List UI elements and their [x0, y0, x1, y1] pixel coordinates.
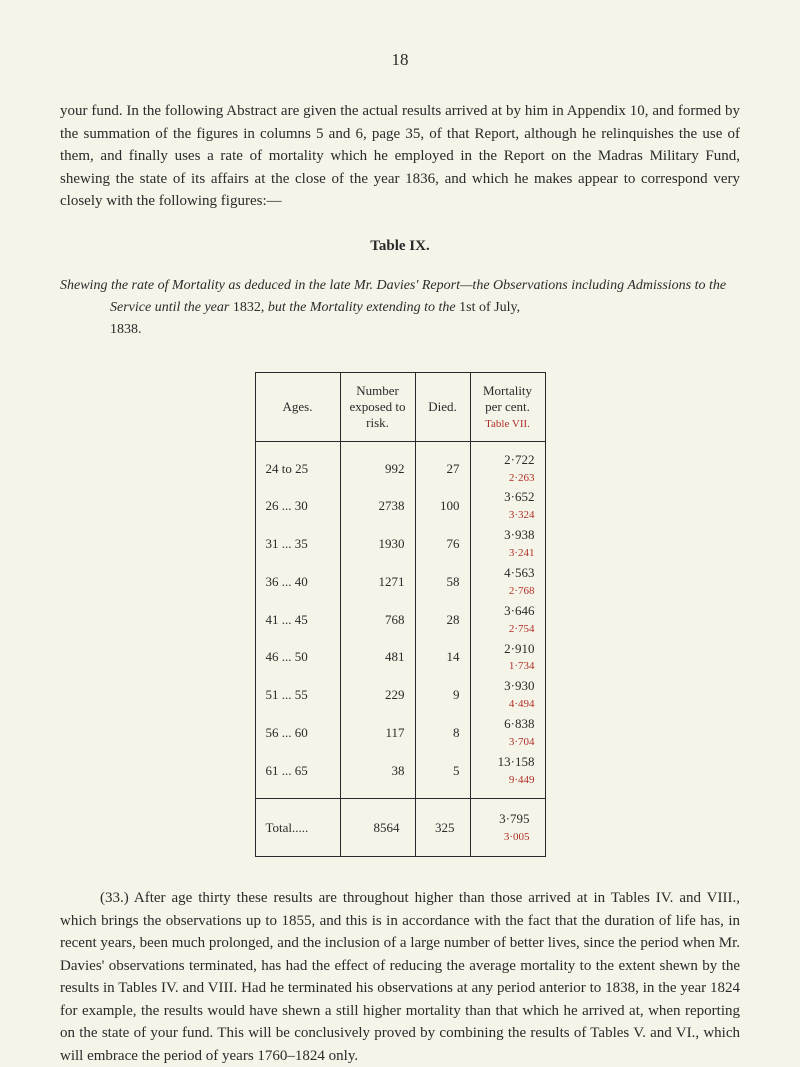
mortality-table: Ages. Number exposed to risk. Died. Mort…	[255, 372, 546, 858]
cell-died: 27	[415, 441, 470, 487]
cell-died: 100	[415, 487, 470, 525]
mortality-main: 6·838	[504, 716, 534, 731]
cell-number: 1271	[340, 563, 415, 601]
mortality-sub: 3·005	[504, 831, 530, 843]
cell-died: 9	[415, 676, 470, 714]
caption-part-4: 1st of July,	[459, 300, 520, 315]
cell-number: 1930	[340, 525, 415, 563]
caption-part-3: but the Mortality extending to the	[264, 300, 459, 315]
cell-mortality: 3·938 3·241	[470, 525, 545, 563]
cell-died: 58	[415, 563, 470, 601]
cell-mortality: 3·930 4·494	[470, 676, 545, 714]
table-row: 56 ... 60 117 8 6·838 3·704	[255, 714, 545, 752]
paragraph-2: (33.) After age thirty these results are…	[60, 887, 740, 1067]
table-header-row: Ages. Number exposed to risk. Died. Mort…	[255, 372, 545, 441]
cell-died: 76	[415, 525, 470, 563]
cell-ages: 26 ... 30	[255, 487, 340, 525]
mortality-sub: 2·768	[509, 585, 535, 597]
paragraph-1: your fund. In the following Abstract are…	[60, 100, 740, 213]
cell-ages: 31 ... 35	[255, 525, 340, 563]
mortality-sub: 2·754	[509, 623, 535, 635]
header-number: Number exposed to risk.	[340, 372, 415, 441]
mortality-sub: 2·263	[509, 472, 535, 484]
header-mortality-sub: Table VII.	[485, 418, 530, 430]
mortality-sub: 4·494	[509, 698, 535, 710]
mortality-sub: 9·449	[509, 774, 535, 786]
cell-number: 38	[340, 752, 415, 798]
mortality-main: 2·910	[504, 641, 534, 656]
caption-part-1: Shewing the rate of Mortality as deduced…	[60, 278, 624, 293]
cell-ages: 46 ... 50	[255, 639, 340, 677]
cell-died: 14	[415, 639, 470, 677]
mortality-main: 4·563	[504, 565, 534, 580]
cell-number: 481	[340, 639, 415, 677]
mortality-sub: 1·734	[509, 660, 535, 672]
cell-mortality: 6·838 3·704	[470, 714, 545, 752]
cell-ages: 36 ... 40	[255, 563, 340, 601]
cell-mortality: 2·722 2·263	[470, 441, 545, 487]
cell-mortality: 4·563 2·768	[470, 563, 545, 601]
cell-number: 117	[340, 714, 415, 752]
mortality-sub: 3·704	[509, 736, 535, 748]
total-died: 325	[415, 798, 470, 857]
caption-year-2: 1838.	[110, 322, 142, 337]
mortality-sub: 3·241	[509, 547, 535, 559]
mortality-main: 3·646	[504, 603, 534, 618]
cell-died: 28	[415, 601, 470, 639]
total-label: Total.....	[255, 798, 340, 857]
mortality-main: 2·722	[504, 452, 534, 467]
table-row: 46 ... 50 481 14 2·910 1·734	[255, 639, 545, 677]
total-mortality: 3·795 3·005	[470, 798, 545, 857]
cell-ages: 61 ... 65	[255, 752, 340, 798]
cell-ages: 51 ... 55	[255, 676, 340, 714]
table-row: 41 ... 45 768 28 3·646 2·754	[255, 601, 545, 639]
header-mortality-text: Mortality per cent.	[483, 383, 532, 414]
table-body: 24 to 25 992 27 2·722 2·263 26 ... 30 27…	[255, 441, 545, 798]
cell-number: 2738	[340, 487, 415, 525]
cell-number: 768	[340, 601, 415, 639]
cell-mortality: 3·646 2·754	[470, 601, 545, 639]
header-died: Died.	[415, 372, 470, 441]
page-number: 18	[60, 50, 740, 70]
cell-number: 992	[340, 441, 415, 487]
table-row: 36 ... 40 1271 58 4·563 2·768	[255, 563, 545, 601]
table-total-row: Total..... 8564 325 3·795 3·005	[255, 798, 545, 857]
mortality-sub: 3·324	[509, 509, 535, 521]
mortality-main: 3·795	[499, 811, 529, 826]
mortality-main: 3·930	[504, 678, 534, 693]
cell-mortality: 3·652 3·324	[470, 487, 545, 525]
header-mortality: Mortality per cent. Table VII.	[470, 372, 545, 441]
total-number: 8564	[340, 798, 415, 857]
table-row: 26 ... 30 2738 100 3·652 3·324	[255, 487, 545, 525]
header-ages: Ages.	[255, 372, 340, 441]
table-row: 61 ... 65 38 5 13·158 9·449	[255, 752, 545, 798]
mortality-main: 13·158	[498, 754, 535, 769]
cell-number: 229	[340, 676, 415, 714]
cell-died: 5	[415, 752, 470, 798]
cell-mortality: 2·910 1·734	[470, 639, 545, 677]
cell-ages: 41 ... 45	[255, 601, 340, 639]
table-caption: Shewing the rate of Mortality as deduced…	[60, 275, 740, 342]
cell-mortality: 13·158 9·449	[470, 752, 545, 798]
table-container: Ages. Number exposed to risk. Died. Mort…	[60, 372, 740, 858]
mortality-main: 3·938	[504, 527, 534, 542]
cell-ages: 56 ... 60	[255, 714, 340, 752]
cell-ages: 24 to 25	[255, 441, 340, 487]
table-row: 31 ... 35 1930 76 3·938 3·241	[255, 525, 545, 563]
caption-year-1: 1832,	[233, 300, 265, 315]
cell-died: 8	[415, 714, 470, 752]
table-row: 24 to 25 992 27 2·722 2·263	[255, 441, 545, 487]
mortality-main: 3·652	[504, 489, 534, 504]
table-label: Table IX.	[60, 238, 740, 255]
table-row: 51 ... 55 229 9 3·930 4·494	[255, 676, 545, 714]
